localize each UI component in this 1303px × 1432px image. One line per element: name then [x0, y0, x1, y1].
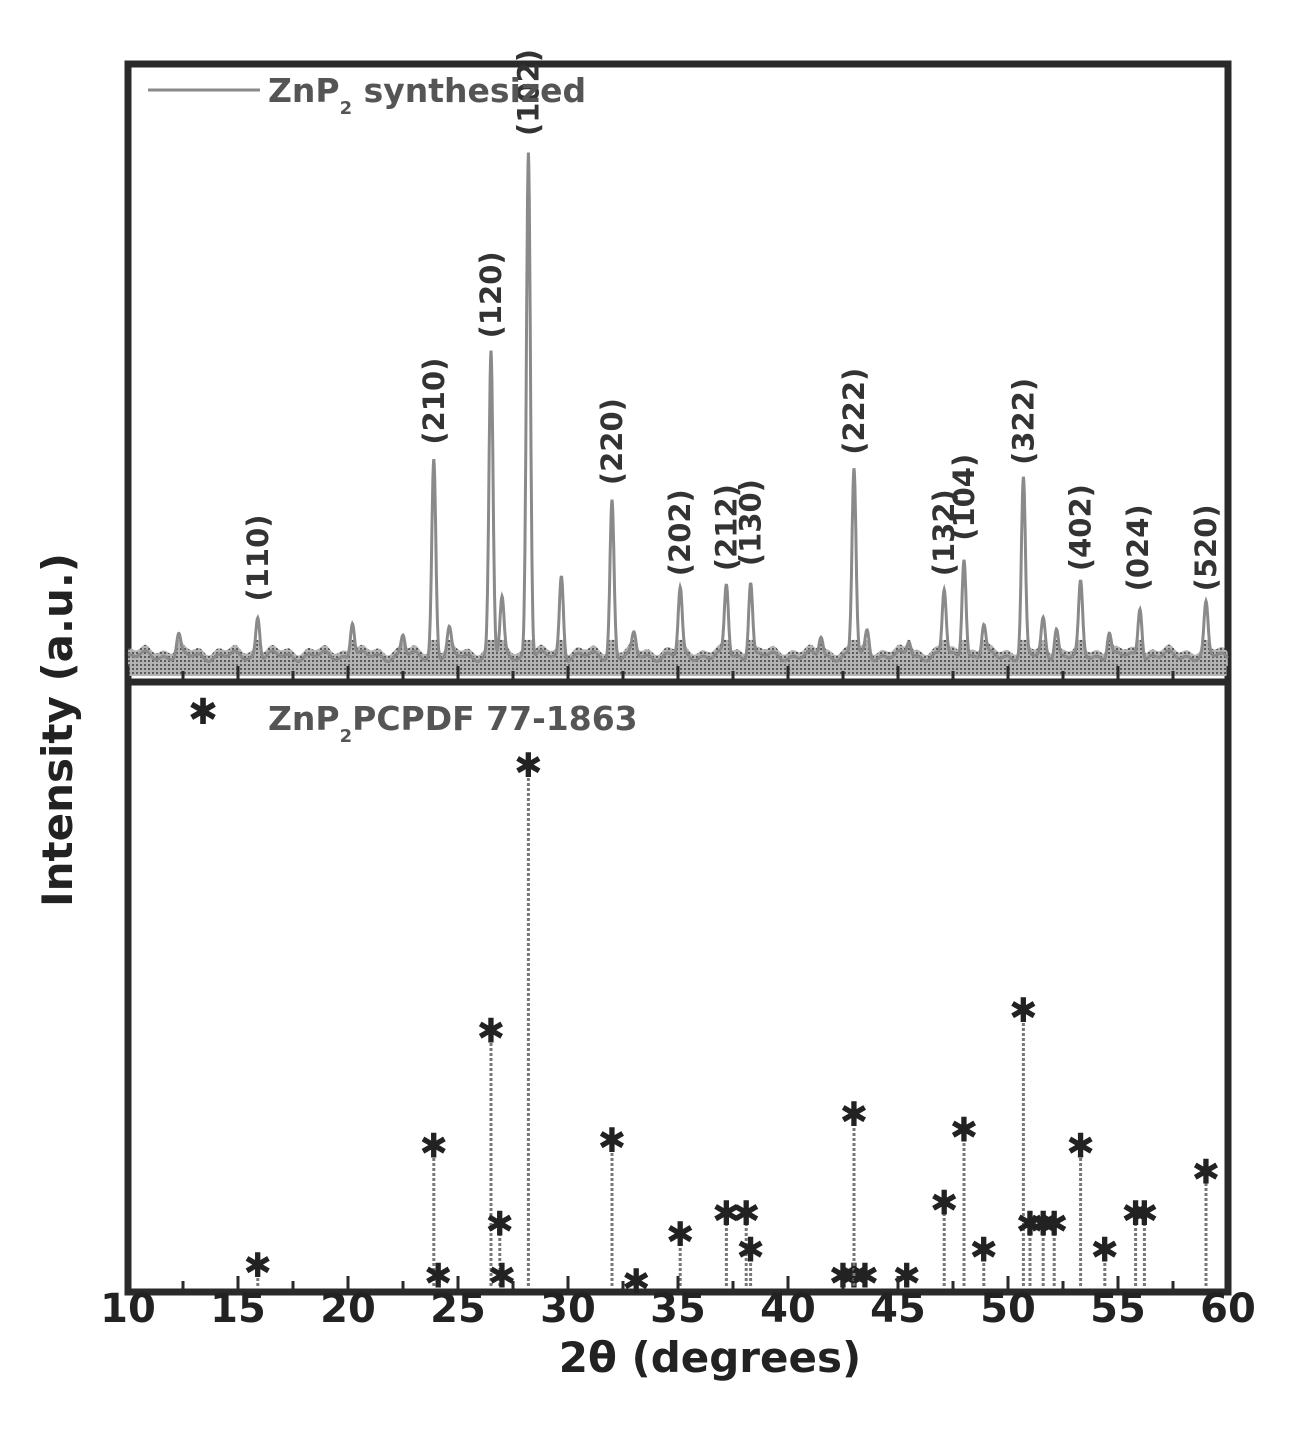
- x-tick-label: 35: [650, 1286, 706, 1332]
- peak-label: (222): [837, 368, 871, 455]
- reference-marker: ✱: [477, 1012, 506, 1052]
- peak-label: (220): [595, 398, 629, 485]
- bottom-stick-pattern: ✱✱✱✱✱✱✱✱✱✱✱✱✱✱✱✱✱✱✱✱✱✱✱✱✱✱✱✱✱✱: [244, 746, 1221, 1302]
- top-legend-sub: 2: [340, 98, 353, 119]
- reference-marker: ✱: [514, 746, 543, 786]
- x-tick-label: 20: [320, 1286, 376, 1332]
- top-legend-prefix: ZnP: [268, 71, 340, 110]
- bottom-legend-marker: ✱: [188, 692, 218, 733]
- peak-label: (322): [1006, 378, 1040, 465]
- bottom-legend-text: ZnP2PCPDF 77-1863: [268, 699, 638, 747]
- reference-marker: ✱: [244, 1246, 273, 1286]
- x-tick-label: 40: [760, 1286, 816, 1332]
- x-tick-label: 60: [1200, 1286, 1256, 1332]
- bottom-legend-sub: 2: [340, 726, 353, 747]
- reference-marker: ✱: [666, 1215, 695, 1255]
- reference-marker: ✱: [1130, 1194, 1159, 1234]
- top-panel-frame: [128, 64, 1228, 682]
- peak-label: (110): [241, 514, 275, 601]
- x-axis-title: 2θ (degrees): [559, 1333, 861, 1382]
- reference-marker: ✱: [488, 1257, 517, 1297]
- bottom-legend: ✱ ZnP2PCPDF 77-1863: [188, 692, 638, 747]
- reference-marker: ✱: [930, 1184, 959, 1224]
- reference-marker: ✱: [420, 1126, 449, 1166]
- top-xrd-trace: [128, 153, 1228, 662]
- top-legend-suffix: synthesized: [352, 71, 586, 110]
- peak-label: (104): [947, 454, 981, 541]
- x-tick-label: 30: [540, 1286, 596, 1332]
- y-axis-title: Intensity (a.u.): [33, 553, 82, 907]
- reference-marker: ✱: [1192, 1152, 1221, 1192]
- reference-marker: ✱: [732, 1194, 761, 1234]
- reference-marker: ✱: [1040, 1204, 1069, 1244]
- reference-marker: ✱: [840, 1095, 869, 1135]
- x-tick-label: 15: [210, 1286, 266, 1332]
- peak-label: (402): [1064, 484, 1098, 571]
- bottom-legend-suffix: PCPDF 77-1863: [352, 699, 637, 738]
- x-tick-label: 45: [870, 1286, 926, 1332]
- bottom-panel-frame: [128, 682, 1228, 1292]
- peak-label: (120): [474, 251, 508, 338]
- peak-label: (202): [663, 489, 697, 576]
- reference-marker: ✱: [622, 1262, 651, 1302]
- peak-label: (130): [734, 479, 768, 566]
- peak-label: (210): [417, 358, 451, 445]
- peak-label: (520): [1189, 504, 1223, 591]
- reference-marker: ✱: [950, 1111, 979, 1151]
- reference-marker: ✱: [1066, 1126, 1095, 1166]
- peak-label: (024): [1121, 504, 1155, 591]
- reference-marker: ✱: [486, 1204, 515, 1244]
- reference-marker: ✱: [970, 1231, 999, 1271]
- x-tick-label: 50: [980, 1286, 1036, 1332]
- reference-marker: ✱: [1091, 1231, 1120, 1271]
- bottom-legend-prefix: ZnP: [268, 699, 340, 738]
- x-tick-label: 10: [100, 1286, 156, 1332]
- reference-marker: ✱: [598, 1121, 627, 1161]
- x-tick-label: 25: [430, 1286, 486, 1332]
- reference-marker: ✱: [1009, 991, 1038, 1031]
- top-peak-labels: (110)(210)(120)(102)(220)(202)(212)(130)…: [241, 49, 1223, 602]
- x-tick-label: 55: [1090, 1286, 1146, 1332]
- reference-marker: ✱: [736, 1231, 765, 1271]
